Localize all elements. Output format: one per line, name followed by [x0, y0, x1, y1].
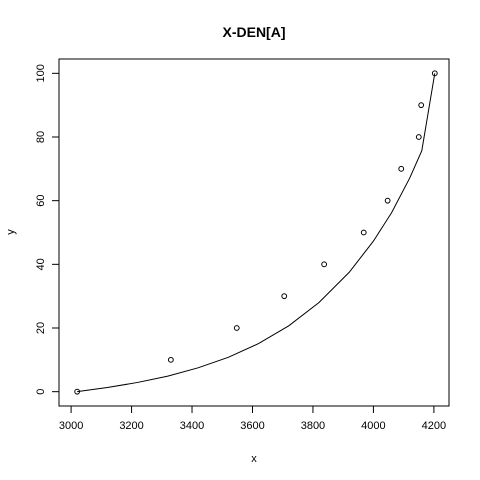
y-tick-label: 80	[35, 131, 47, 143]
data-point	[398, 165, 405, 172]
data-point	[74, 388, 81, 395]
chart-title: X-DEN[A]	[223, 24, 286, 40]
plot-frame	[58, 58, 450, 407]
x-tick-label: 4000	[361, 420, 385, 432]
data-point	[233, 325, 240, 331]
data-points	[74, 70, 438, 395]
y-tick-label: 0	[35, 389, 47, 395]
x-tick-label: 3400	[180, 420, 204, 432]
fit-curve	[77, 73, 436, 393]
data-point	[418, 102, 425, 109]
data-point	[281, 293, 288, 300]
data-point	[384, 197, 391, 204]
x-tick-label: 3800	[301, 420, 325, 432]
data-point	[415, 134, 422, 140]
y-tick-label: 100	[35, 64, 47, 82]
data-point	[321, 261, 328, 268]
x-axis: 3000 3200 3400 3600 3800 4000 4200	[59, 406, 446, 432]
x-tick-label: 3000	[59, 420, 83, 432]
x-tick-label: 4200	[422, 420, 446, 432]
y-axis: 0 20 40 60 80 100	[35, 64, 59, 395]
data-point	[360, 229, 367, 236]
x-axis-label: x	[251, 453, 257, 465]
y-tick-label: 40	[35, 258, 47, 270]
y-tick-label: 60	[35, 195, 47, 207]
data-point	[167, 356, 174, 363]
x-tick-label: 3200	[119, 420, 143, 432]
x-tick-label: 3600	[240, 420, 264, 432]
y-tick-label: 20	[35, 322, 47, 334]
y-axis-label: y	[5, 229, 17, 235]
data-point	[431, 70, 438, 77]
